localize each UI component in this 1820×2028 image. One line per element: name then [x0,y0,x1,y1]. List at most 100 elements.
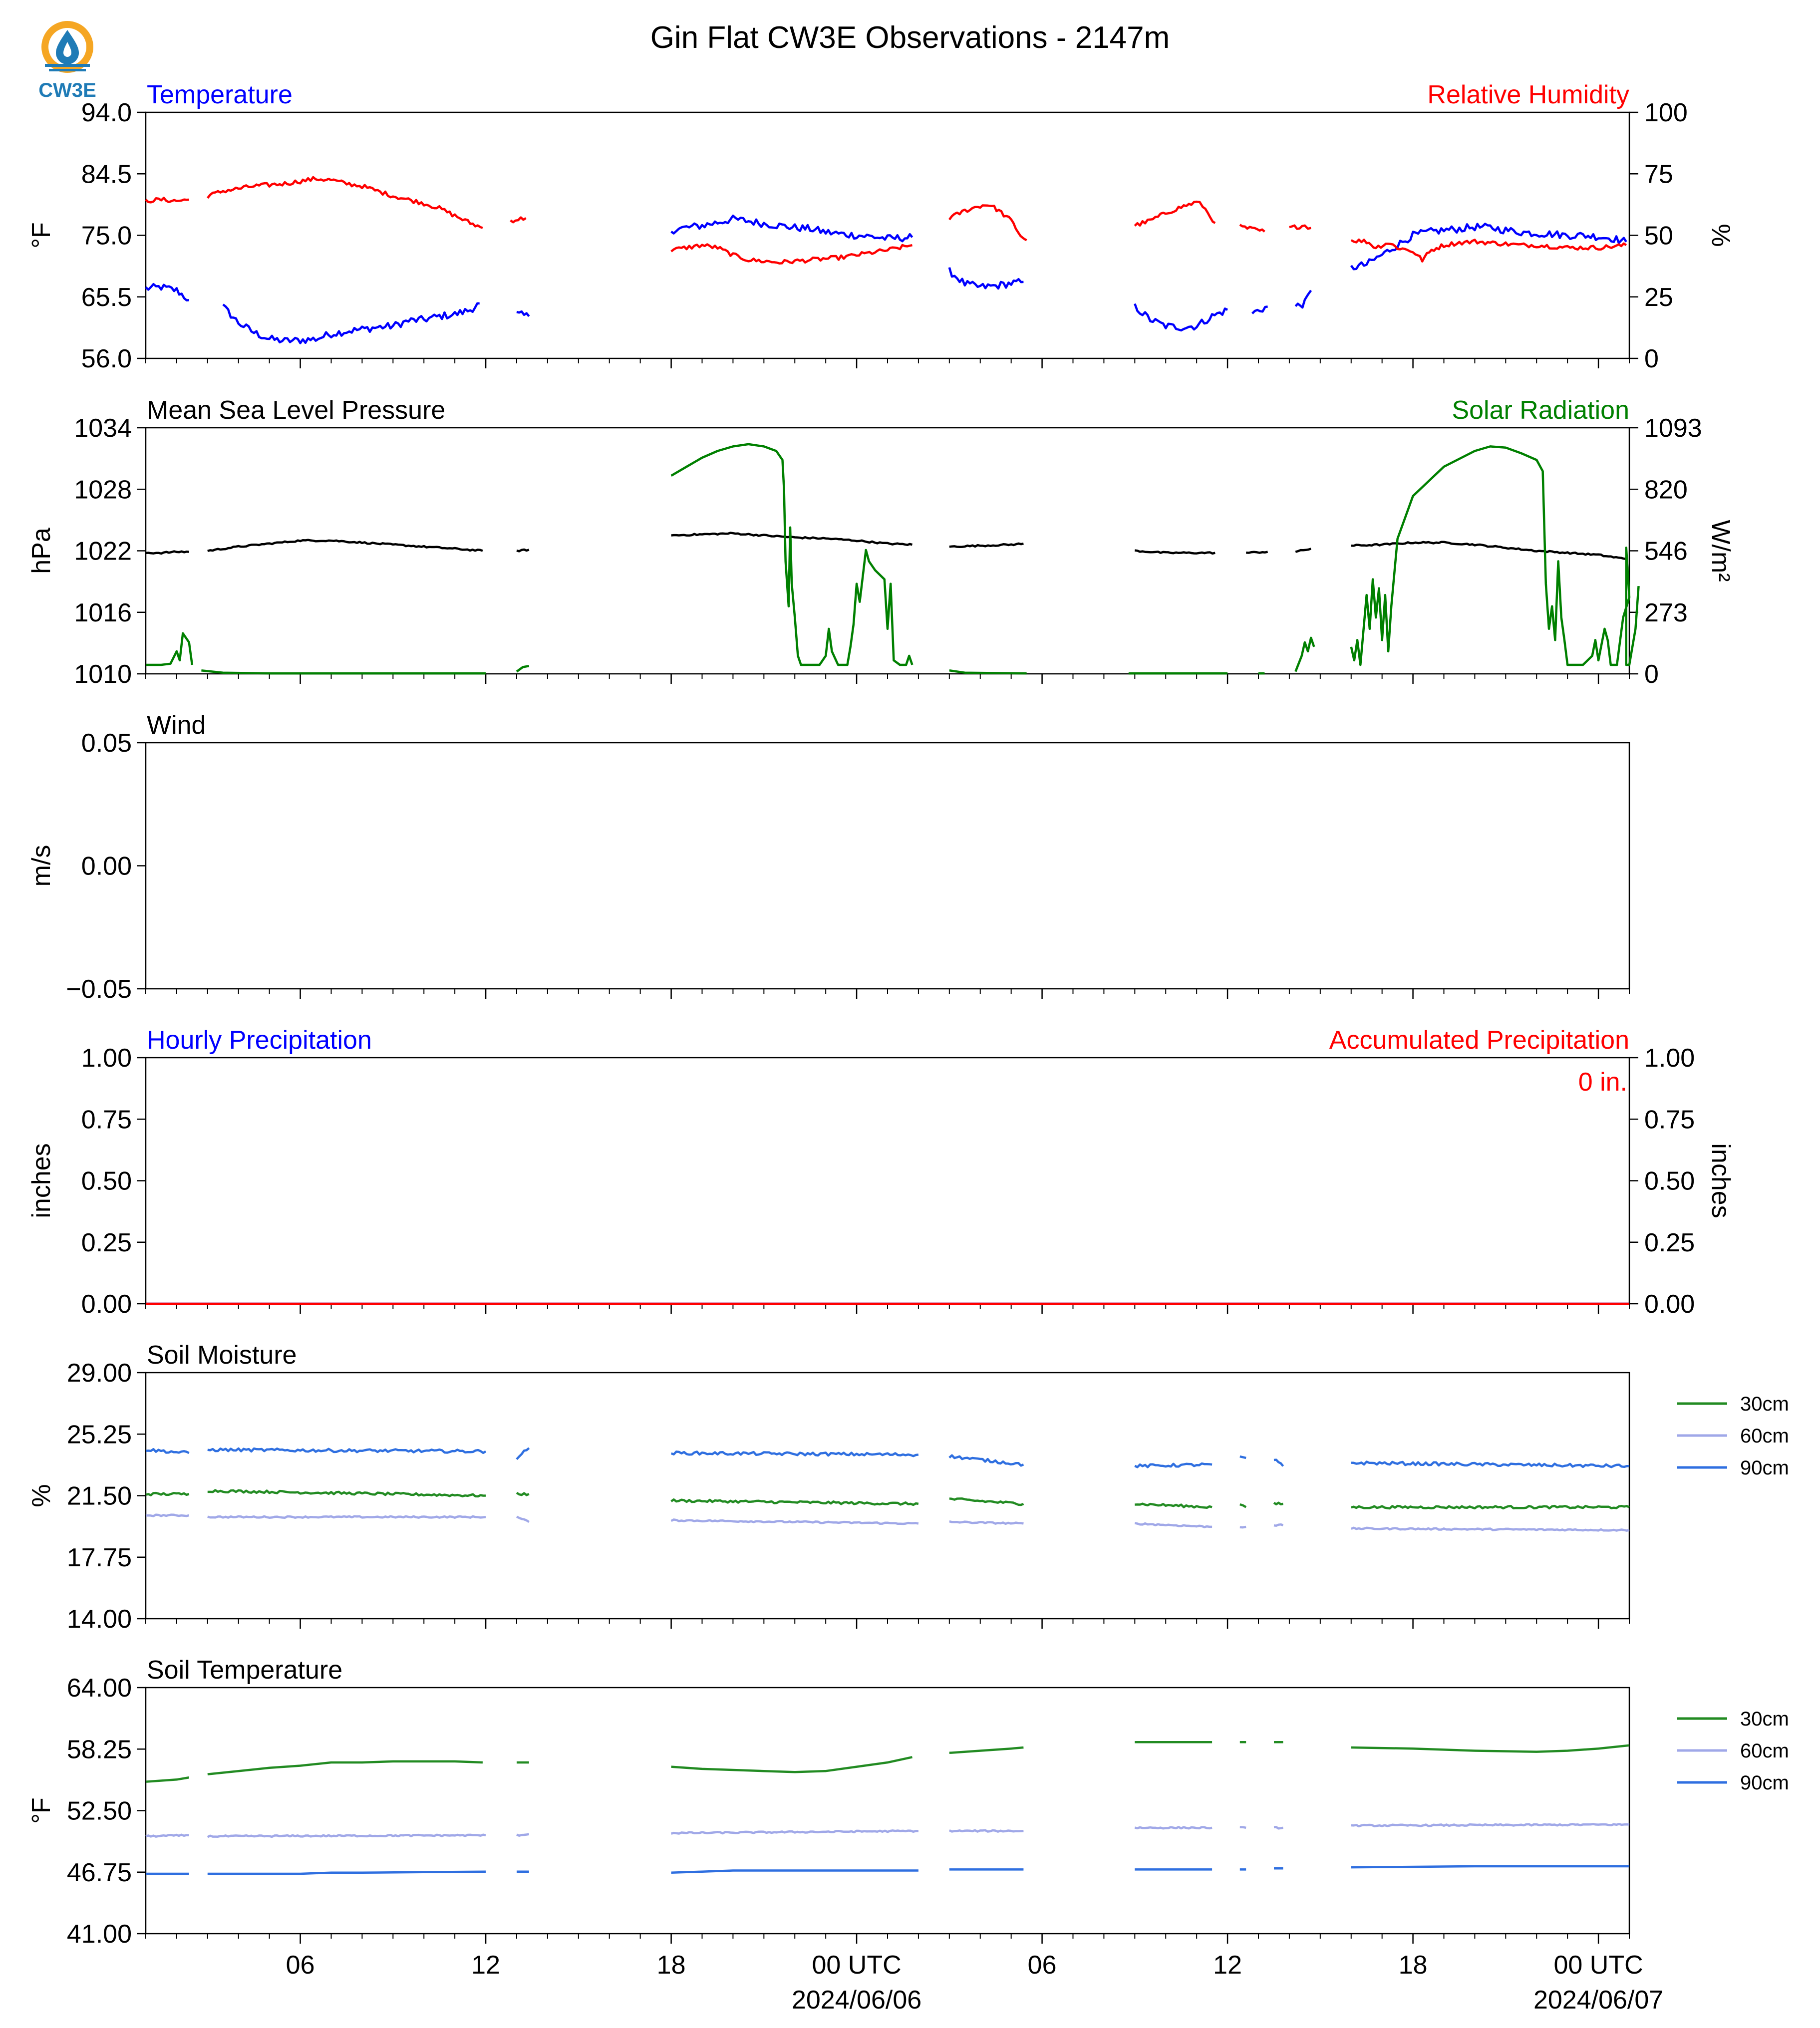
y-tick-label-right: 100 [1644,98,1688,127]
series-line-relative-humidity [145,176,1627,265]
y-tick-label: 56.0 [81,344,132,373]
y-tick-label: 94.0 [81,98,132,127]
y-tick-label: 0.50 [81,1167,132,1196]
y-tick-label: 0.05 [81,729,132,758]
y-tick-label: 0.00 [81,852,132,881]
x-tick-label: 18 [657,1951,686,1980]
y-tick-label-right: 0.50 [1644,1167,1695,1196]
series-line-60cm [145,1513,1630,1532]
series-line-90cm [145,1447,1629,1468]
legend-label: 60cm [1740,1425,1789,1447]
y-tick-label: 75.0 [81,222,132,251]
y-axis-label: hPa [27,528,56,574]
legend-label: 30cm [1740,1393,1789,1415]
y-tick-label: 1034 [74,414,132,443]
y-tick-label: 0.75 [81,1105,132,1134]
x-tick-label: 06 [286,1951,315,1980]
legend-label: 60cm [1740,1740,1789,1762]
y-tick-label: 17.75 [67,1543,132,1572]
panel-title: Soil Temperature [147,1656,342,1685]
panel-title: Hourly Precipitation [147,1026,372,1055]
y-tick-label: 1016 [74,598,132,627]
y-tick-label-right: 25 [1644,283,1673,312]
panel-soil-temperature [137,1687,1727,1944]
series-line-temperature [145,214,1627,344]
panel-title: Mean Sea Level Pressure [147,396,445,425]
panel-mean-sea-level-pressure [137,427,1640,684]
plot-frame [145,1057,1630,1305]
panel-hourly-precipitation [137,1057,1638,1314]
panel-temperature [137,111,1638,368]
series-line-90cm [146,1865,1629,1875]
y-tick-label: 1028 [74,475,132,504]
x-tick-label: 00 UTC [812,1951,902,1980]
y-axis-label: °F [27,222,56,249]
y-axis-label-right: % [1706,224,1735,247]
y-tick-label: 25.25 [67,1420,132,1449]
page-title: Gin Flat CW3E Observations - 2147m [650,20,1170,55]
series-line-mean-sea-level-pressure [145,532,1627,561]
x-date-label: 2024/06/07 [1533,1986,1663,2015]
legend-label: 90cm [1740,1457,1789,1479]
y-tick-label-right: 273 [1644,598,1688,627]
panel-title: Wind [147,711,206,740]
panel-wind [137,742,1630,999]
logo-text: CW3E [38,79,96,101]
legend-label: 30cm [1740,1708,1789,1730]
x-tick-label: 12 [471,1951,500,1980]
y-tick-label: 29.00 [67,1359,132,1388]
series-line-30cm [145,1489,1630,1510]
x-tick-label: 06 [1028,1951,1057,1980]
y-tick-label: 1.00 [81,1044,132,1073]
precip-total-annotation: 0 in. [1578,1068,1627,1097]
y-tick-label: 58.25 [67,1735,132,1764]
y-tick-label: 0.00 [81,1290,132,1319]
y-tick-label-right: 546 [1644,537,1688,566]
y-tick-label-right: 820 [1644,475,1688,504]
panel-right-title: Relative Humidity [1427,80,1629,109]
legend-label: 90cm [1740,1772,1789,1794]
series-line-30cm [145,1741,1630,1783]
cw3e-drop-sun-icon: CW3E [38,21,96,101]
panel-title: Soil Moisture [147,1341,297,1370]
cw3e-logo: CW3E [30,18,105,103]
panel-title: Temperature [147,80,293,109]
y-tick-label-right: 0.25 [1644,1228,1695,1257]
y-tick-label-right: 1093 [1644,414,1702,443]
y-tick-label: 21.50 [67,1482,132,1511]
y-tick-label: 84.5 [81,160,132,189]
y-tick-label: 65.5 [81,283,132,312]
y-tick-label-right: 0.75 [1644,1105,1695,1134]
x-tick-label: 12 [1213,1951,1242,1980]
y-axis-label: % [27,1484,56,1507]
y-tick-label-right: 75 [1644,160,1673,189]
series-line-60cm [145,1823,1630,1838]
y-tick-label: 41.00 [67,1920,132,1949]
y-tick-label: 1022 [74,537,132,566]
x-tick-label: 18 [1399,1951,1428,1980]
y-axis-label-right: inches [1706,1143,1735,1218]
plot-frame [145,1687,1630,1935]
plot-frame [145,1372,1630,1620]
plot-frame [145,742,1630,990]
y-tick-label-right: 0.00 [1644,1290,1695,1319]
y-tick-label: 52.50 [67,1797,132,1826]
series-line-solar-radiation [146,443,1640,675]
y-tick-label-right: 50 [1644,222,1673,251]
plot-frame [145,427,1630,675]
y-tick-label-right: 0 [1644,344,1659,373]
x-date-label: 2024/06/06 [792,1986,921,2015]
panel-right-title: Solar Radiation [1452,396,1629,425]
panel-soil-moisture [137,1372,1727,1629]
y-axis-label: °F [27,1797,56,1824]
y-tick-label-right: 0 [1644,660,1659,689]
y-tick-label: 0.25 [81,1228,132,1257]
y-axis-label: m/s [27,845,56,887]
y-tick-label: −0.05 [66,975,132,1004]
y-tick-label: 64.00 [67,1674,132,1703]
y-tick-label-right: 1.00 [1644,1044,1695,1073]
y-tick-label: 1010 [74,660,132,689]
y-axis-label: inches [27,1143,56,1218]
x-tick-label: 00 UTC [1554,1951,1643,1980]
